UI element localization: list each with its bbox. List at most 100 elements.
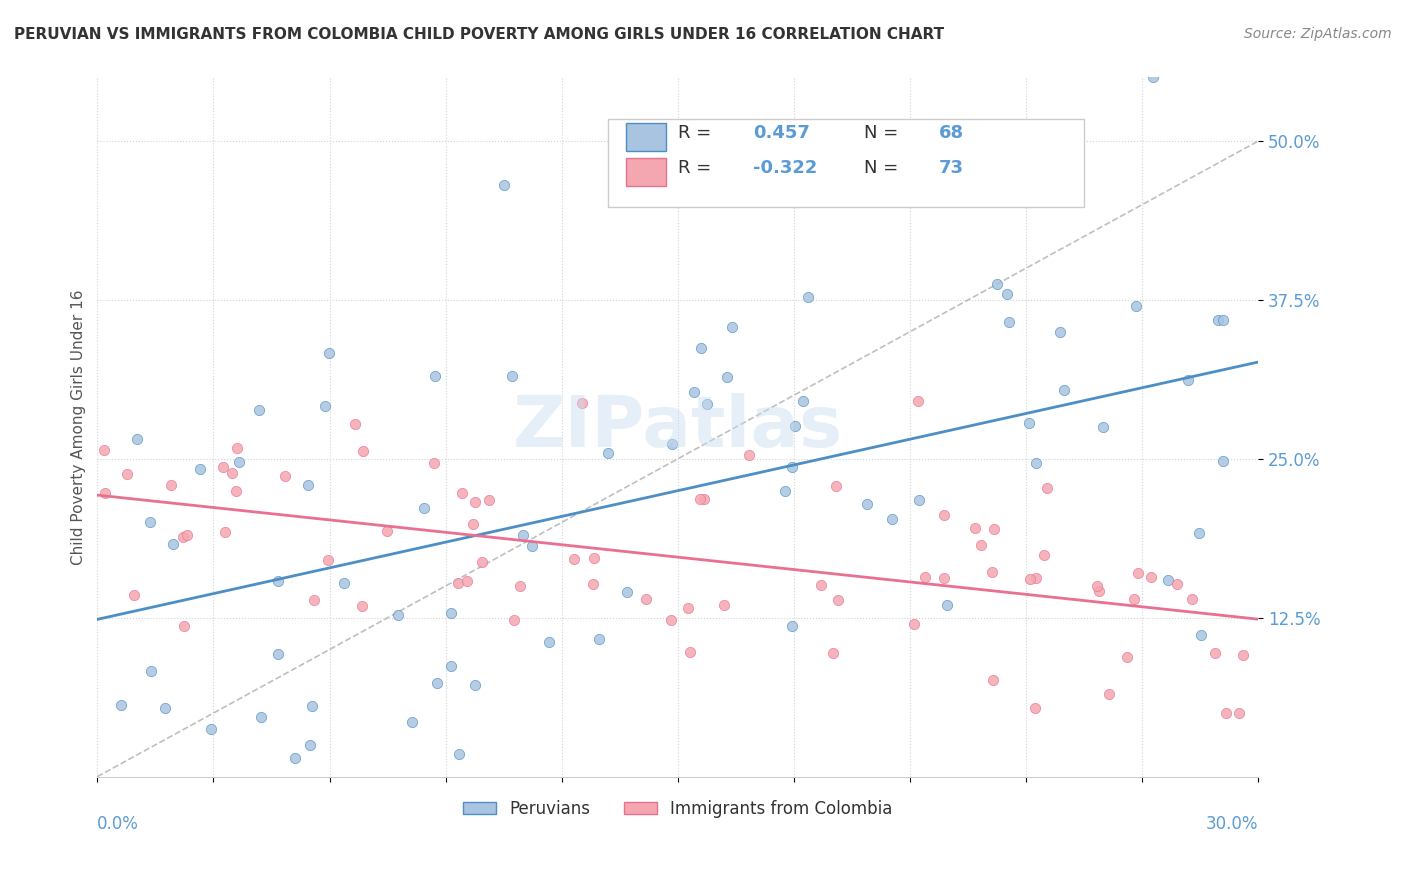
Point [792, 393, 814, 408]
Point [1085, 578, 1108, 592]
Point [1212, 454, 1234, 468]
Point [998, 315, 1021, 329]
Point [880, 512, 903, 526]
Point [821, 646, 844, 660]
Point [693, 491, 716, 506]
Point [1033, 548, 1056, 562]
Point [1177, 373, 1199, 387]
Point [478, 492, 501, 507]
Point [1208, 313, 1230, 327]
Point [616, 584, 638, 599]
Point [1188, 525, 1211, 540]
Point [122, 588, 145, 602]
Point [903, 616, 925, 631]
Point [153, 701, 176, 715]
Point [200, 723, 222, 737]
Text: Source: ZipAtlas.com: Source: ZipAtlas.com [1244, 27, 1392, 41]
Point [425, 675, 447, 690]
Point [1126, 566, 1149, 580]
Point [1088, 584, 1111, 599]
Point [981, 565, 1004, 579]
Point [297, 478, 319, 492]
Point [439, 658, 461, 673]
Point [464, 495, 486, 509]
Point [449, 747, 471, 761]
Point [855, 497, 877, 511]
Point [810, 578, 832, 592]
Point [986, 277, 1008, 292]
Text: 30.0%: 30.0% [1206, 815, 1258, 833]
Point [676, 600, 699, 615]
Point [110, 698, 132, 713]
Point [1024, 701, 1046, 715]
Point [1140, 570, 1163, 584]
Point [470, 556, 492, 570]
Text: 68: 68 [939, 124, 965, 143]
Text: 0.0%: 0.0% [97, 815, 139, 833]
Point [267, 574, 290, 589]
Point [738, 448, 761, 462]
Point [796, 290, 818, 304]
Point [1122, 592, 1144, 607]
Point [509, 579, 531, 593]
Point [716, 369, 738, 384]
Point [522, 540, 544, 554]
Point [375, 524, 398, 538]
Point [172, 530, 194, 544]
Point [1181, 592, 1204, 607]
Point [696, 396, 718, 410]
Point [782, 618, 804, 632]
Point [571, 395, 593, 409]
FancyBboxPatch shape [626, 158, 666, 186]
Point [1025, 457, 1047, 471]
Point [1227, 706, 1250, 720]
Point [350, 599, 373, 613]
Point [412, 501, 434, 516]
Point [299, 738, 322, 752]
Point [983, 522, 1005, 536]
Point [582, 551, 605, 566]
Point [1212, 313, 1234, 327]
Point [598, 446, 620, 460]
Point [440, 606, 463, 620]
Point [211, 459, 233, 474]
Point [344, 417, 367, 431]
Point [464, 678, 486, 692]
Point [1125, 299, 1147, 313]
Point [176, 527, 198, 541]
Point [907, 394, 929, 409]
Point [451, 486, 474, 500]
Point [634, 591, 657, 606]
Point [825, 478, 848, 492]
Point [690, 341, 713, 355]
Point [1215, 706, 1237, 720]
Point [969, 538, 991, 552]
Point [318, 346, 340, 360]
Point [659, 613, 682, 627]
Point [115, 467, 138, 481]
Point [936, 598, 959, 612]
Y-axis label: Child Poverty Among Girls Under 16: Child Poverty Among Girls Under 16 [72, 289, 86, 565]
Point [225, 484, 247, 499]
Point [1142, 70, 1164, 85]
Point [162, 537, 184, 551]
Point [1166, 577, 1188, 591]
Point [267, 647, 290, 661]
Point [713, 599, 735, 613]
Point [780, 460, 803, 475]
Point [423, 456, 446, 470]
Point [512, 528, 534, 542]
Point [963, 521, 986, 535]
Point [94, 486, 117, 500]
Point [228, 455, 250, 469]
Point [1156, 573, 1178, 587]
Point [537, 635, 560, 649]
Text: R =: R = [678, 124, 717, 143]
Point [721, 320, 744, 334]
Point [501, 368, 523, 383]
Point [932, 571, 955, 585]
Point [1049, 326, 1071, 340]
Legend: Peruvians, Immigrants from Colombia: Peruvians, Immigrants from Colombia [456, 793, 900, 824]
Point [314, 399, 336, 413]
Point [447, 575, 470, 590]
